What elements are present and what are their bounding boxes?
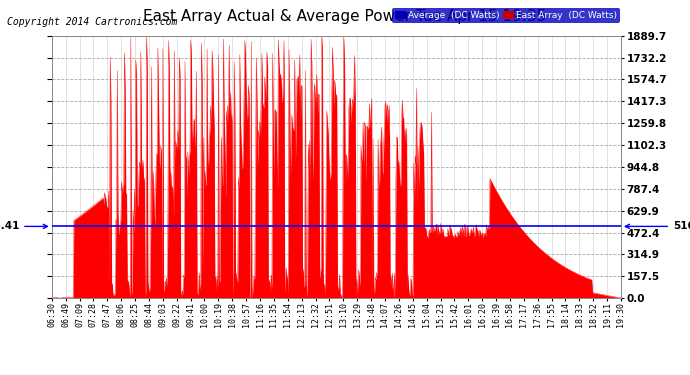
Text: 516.41: 516.41 (625, 221, 690, 231)
Text: East Array Actual & Average Power Tue Apr 15 19:35: East Array Actual & Average Power Tue Ap… (144, 9, 546, 24)
Legend: Average  (DC Watts), East Array  (DC Watts): Average (DC Watts), East Array (DC Watts… (392, 8, 620, 22)
Text: Copyright 2014 Cartronics.com: Copyright 2014 Cartronics.com (7, 17, 177, 27)
Text: 516.41: 516.41 (0, 221, 48, 231)
